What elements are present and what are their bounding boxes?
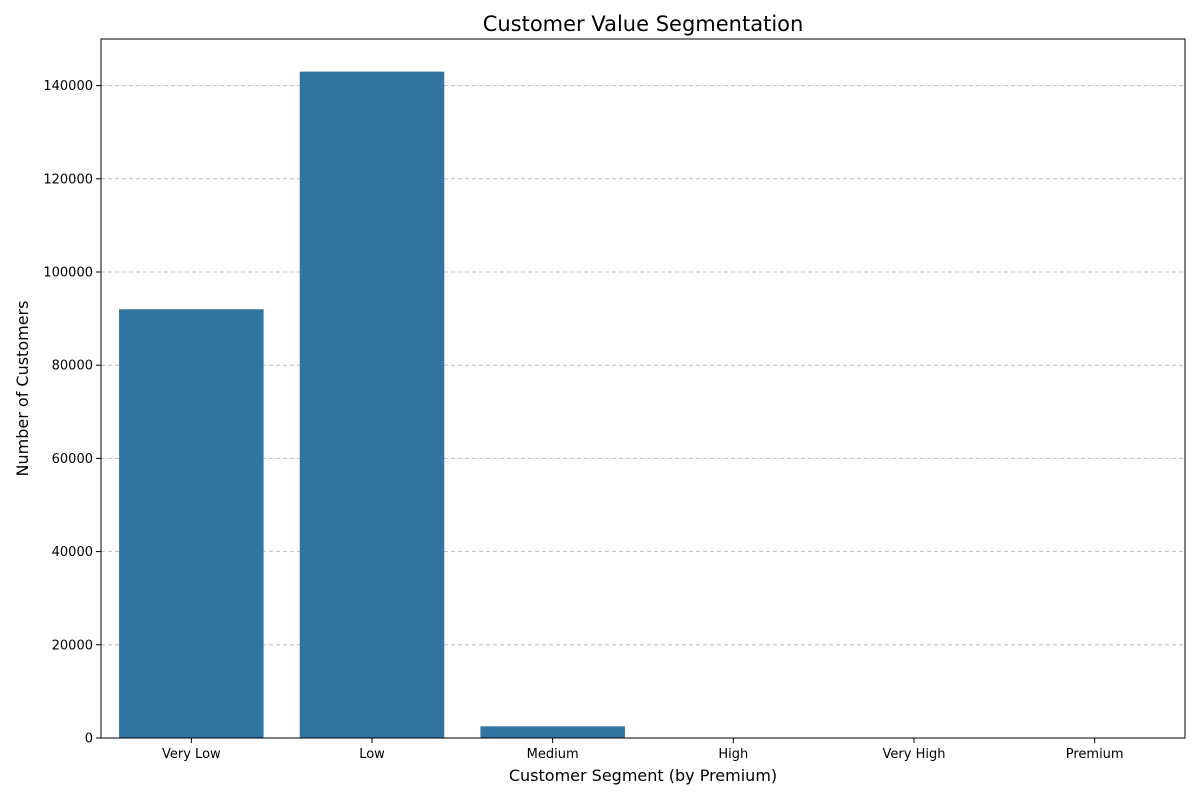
- bar-low: [299, 71, 445, 739]
- x-tick-label: Very High: [883, 747, 946, 762]
- chart-title: Customer Value Segmentation: [483, 12, 804, 36]
- bar-very-low: [119, 309, 264, 738]
- x-tick-label: Medium: [527, 747, 579, 762]
- y-tick-label: 20000: [52, 638, 93, 653]
- y-tick-label: 40000: [52, 545, 93, 560]
- x-tick-label: Premium: [1066, 747, 1124, 762]
- y-axis-label: Number of Customers: [13, 301, 32, 477]
- bar-layer: [119, 71, 625, 739]
- y-tick-label: 0: [85, 732, 93, 747]
- y-tick-label: 80000: [52, 359, 93, 374]
- x-tick-label: Very Low: [162, 747, 221, 762]
- x-axis-label: Customer Segment (by Premium): [509, 766, 777, 785]
- y-tick-label: 140000: [43, 79, 93, 94]
- bar-medium: [480, 726, 625, 738]
- y-tick-label: 60000: [52, 452, 93, 467]
- tick-layer: 0 20000 40000 60000 80000 100000 120000 140000 V…: [43, 79, 1123, 762]
- grid-layer: [101, 85, 1185, 646]
- x-tick-label: Low: [359, 747, 385, 762]
- axes-frame: [100, 38, 1186, 739]
- x-tick-label: High: [718, 747, 748, 762]
- y-tick-label: 120000: [43, 172, 93, 187]
- y-tick-label: 100000: [43, 266, 93, 281]
